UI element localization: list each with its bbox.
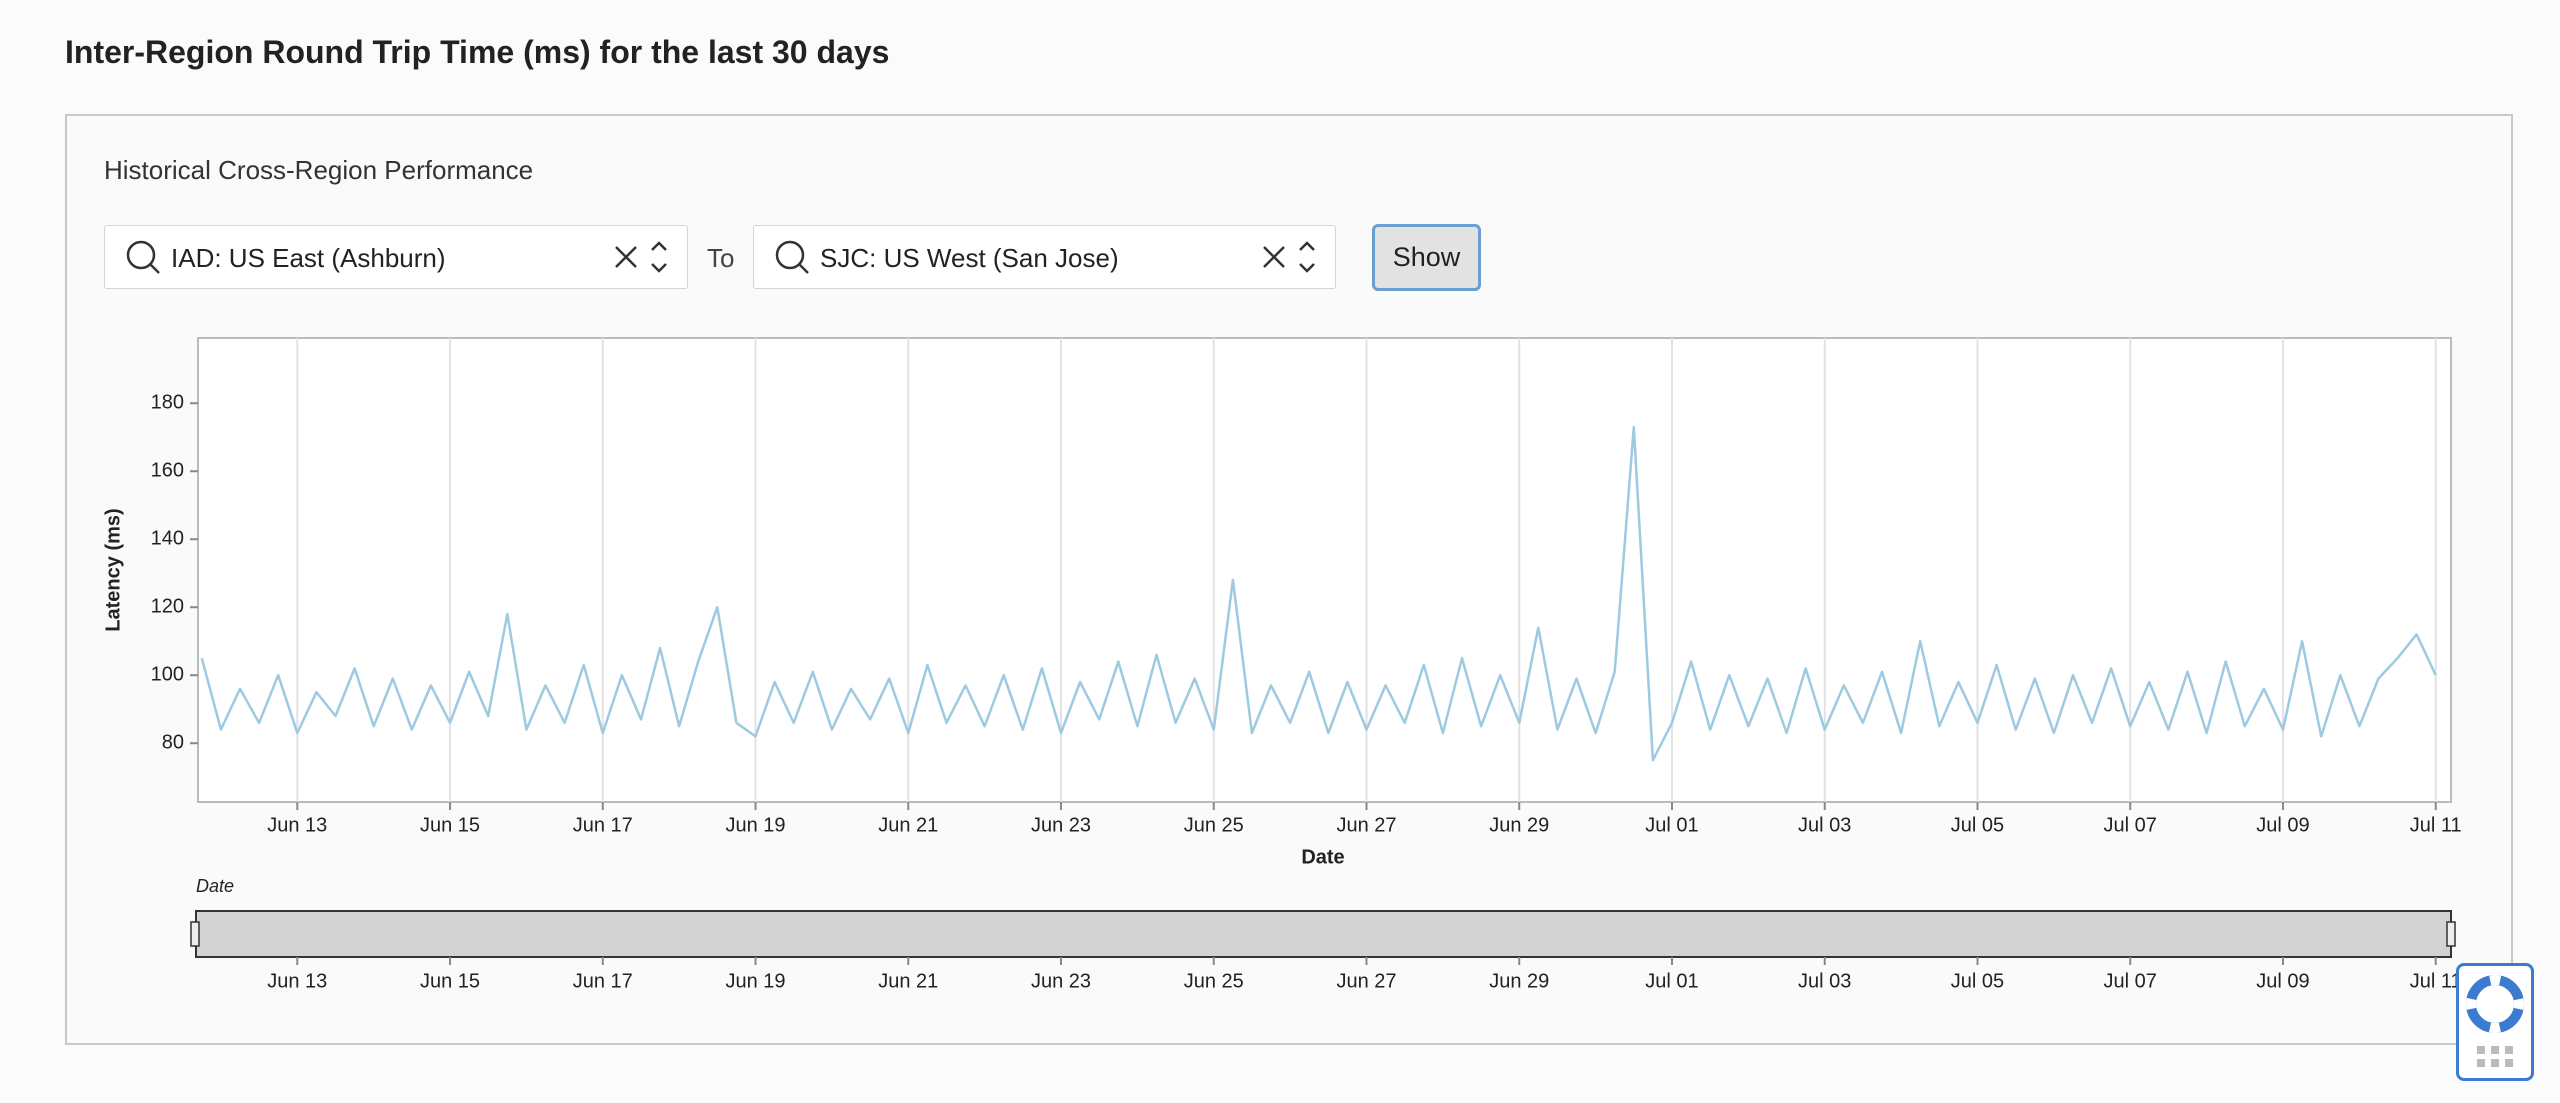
y-tick-label: 180 [151,392,184,414]
brush-tick-label: Jul 11 [2410,970,2462,992]
brush-handle[interactable] [2446,921,2456,947]
x-tick-label: Jul 09 [2256,814,2309,836]
line-series [200,425,2437,762]
brush-handle[interactable] [190,921,200,947]
to-label: To [707,243,735,273]
x-tick-label: Jun 17 [573,814,633,836]
brush-tick-label: Jul 01 [1645,970,1698,992]
grid [296,338,2437,802]
brush-tick-label: Jun 13 [267,970,327,992]
x-tick-label: Jul 01 [1645,814,1698,836]
brush-tick-label: Jul 03 [1798,970,1851,992]
x-tick-label: Jun 25 [1184,814,1244,836]
brush-tick-label: Jun 15 [420,970,480,992]
brush-tick-label: Jul 07 [2104,970,2157,992]
from-value: IAD: US East (Ashburn) [171,243,446,273]
x-tick-label: Jun 21 [878,814,938,836]
brush-tick-label: Jun 19 [725,970,785,992]
x-tick-label: Jun 13 [267,814,327,836]
x-tick-label: Jul 07 [2104,814,2157,836]
y-tick-label: 80 [162,731,184,753]
y-tick-label: 100 [151,663,184,685]
x-tick-label: Jun 29 [1489,814,1549,836]
brush-window[interactable] [195,910,2452,958]
brush-tick-label: Jun 29 [1489,970,1549,992]
x-tick-label: Jun 15 [420,814,480,836]
brush-tick-label: Jun 27 [1336,970,1396,992]
brush-tick-label: Jun 21 [878,970,938,992]
x-tick-label: Jul 03 [1798,814,1851,836]
brush-tick-label: Jul 09 [2256,970,2309,992]
to-select[interactable]: SJC: US West (San Jose) [753,225,1336,289]
from-select[interactable]: IAD: US East (Ashburn) [104,225,688,289]
select-icons [126,240,667,274]
brush-tick-label: Jul 05 [1951,970,2004,992]
help-widget[interactable] [2456,963,2534,1081]
panel-subtitle: Historical Cross-Region Performance [104,155,534,185]
brush-tick-label: Jun 25 [1184,970,1244,992]
x-tick-label: Jul 11 [2410,814,2462,836]
x-axis-title: Date [1301,846,1344,868]
x-tick-label: Jun 23 [1031,814,1091,836]
x-tick-label: Jun 27 [1336,814,1396,836]
y-tick-label: 160 [151,460,184,482]
x-tick-label: Jun 19 [725,814,785,836]
help-icon [2466,975,2524,1067]
page-title: Inter-Region Round Trip Time (ms) for th… [65,34,890,70]
y-tick-label: 140 [151,528,184,550]
x-tick-label: Jul 05 [1951,814,2004,836]
show-button[interactable]: Show [1372,224,1481,291]
to-value: SJC: US West (San Jose) [820,243,1119,273]
y-tick-label: 120 [151,596,184,618]
plot-area [197,337,2452,803]
select-icons [775,240,1315,274]
brush-tick-label: Jun 17 [573,970,633,992]
y-axis-title: Latency (ms) [102,508,124,631]
brush-tick-label: Jun 23 [1031,970,1091,992]
brush-label: Date [196,876,234,896]
